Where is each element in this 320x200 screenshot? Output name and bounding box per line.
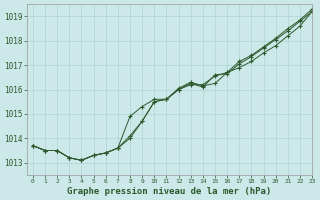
X-axis label: Graphe pression niveau de la mer (hPa): Graphe pression niveau de la mer (hPa): [67, 187, 272, 196]
